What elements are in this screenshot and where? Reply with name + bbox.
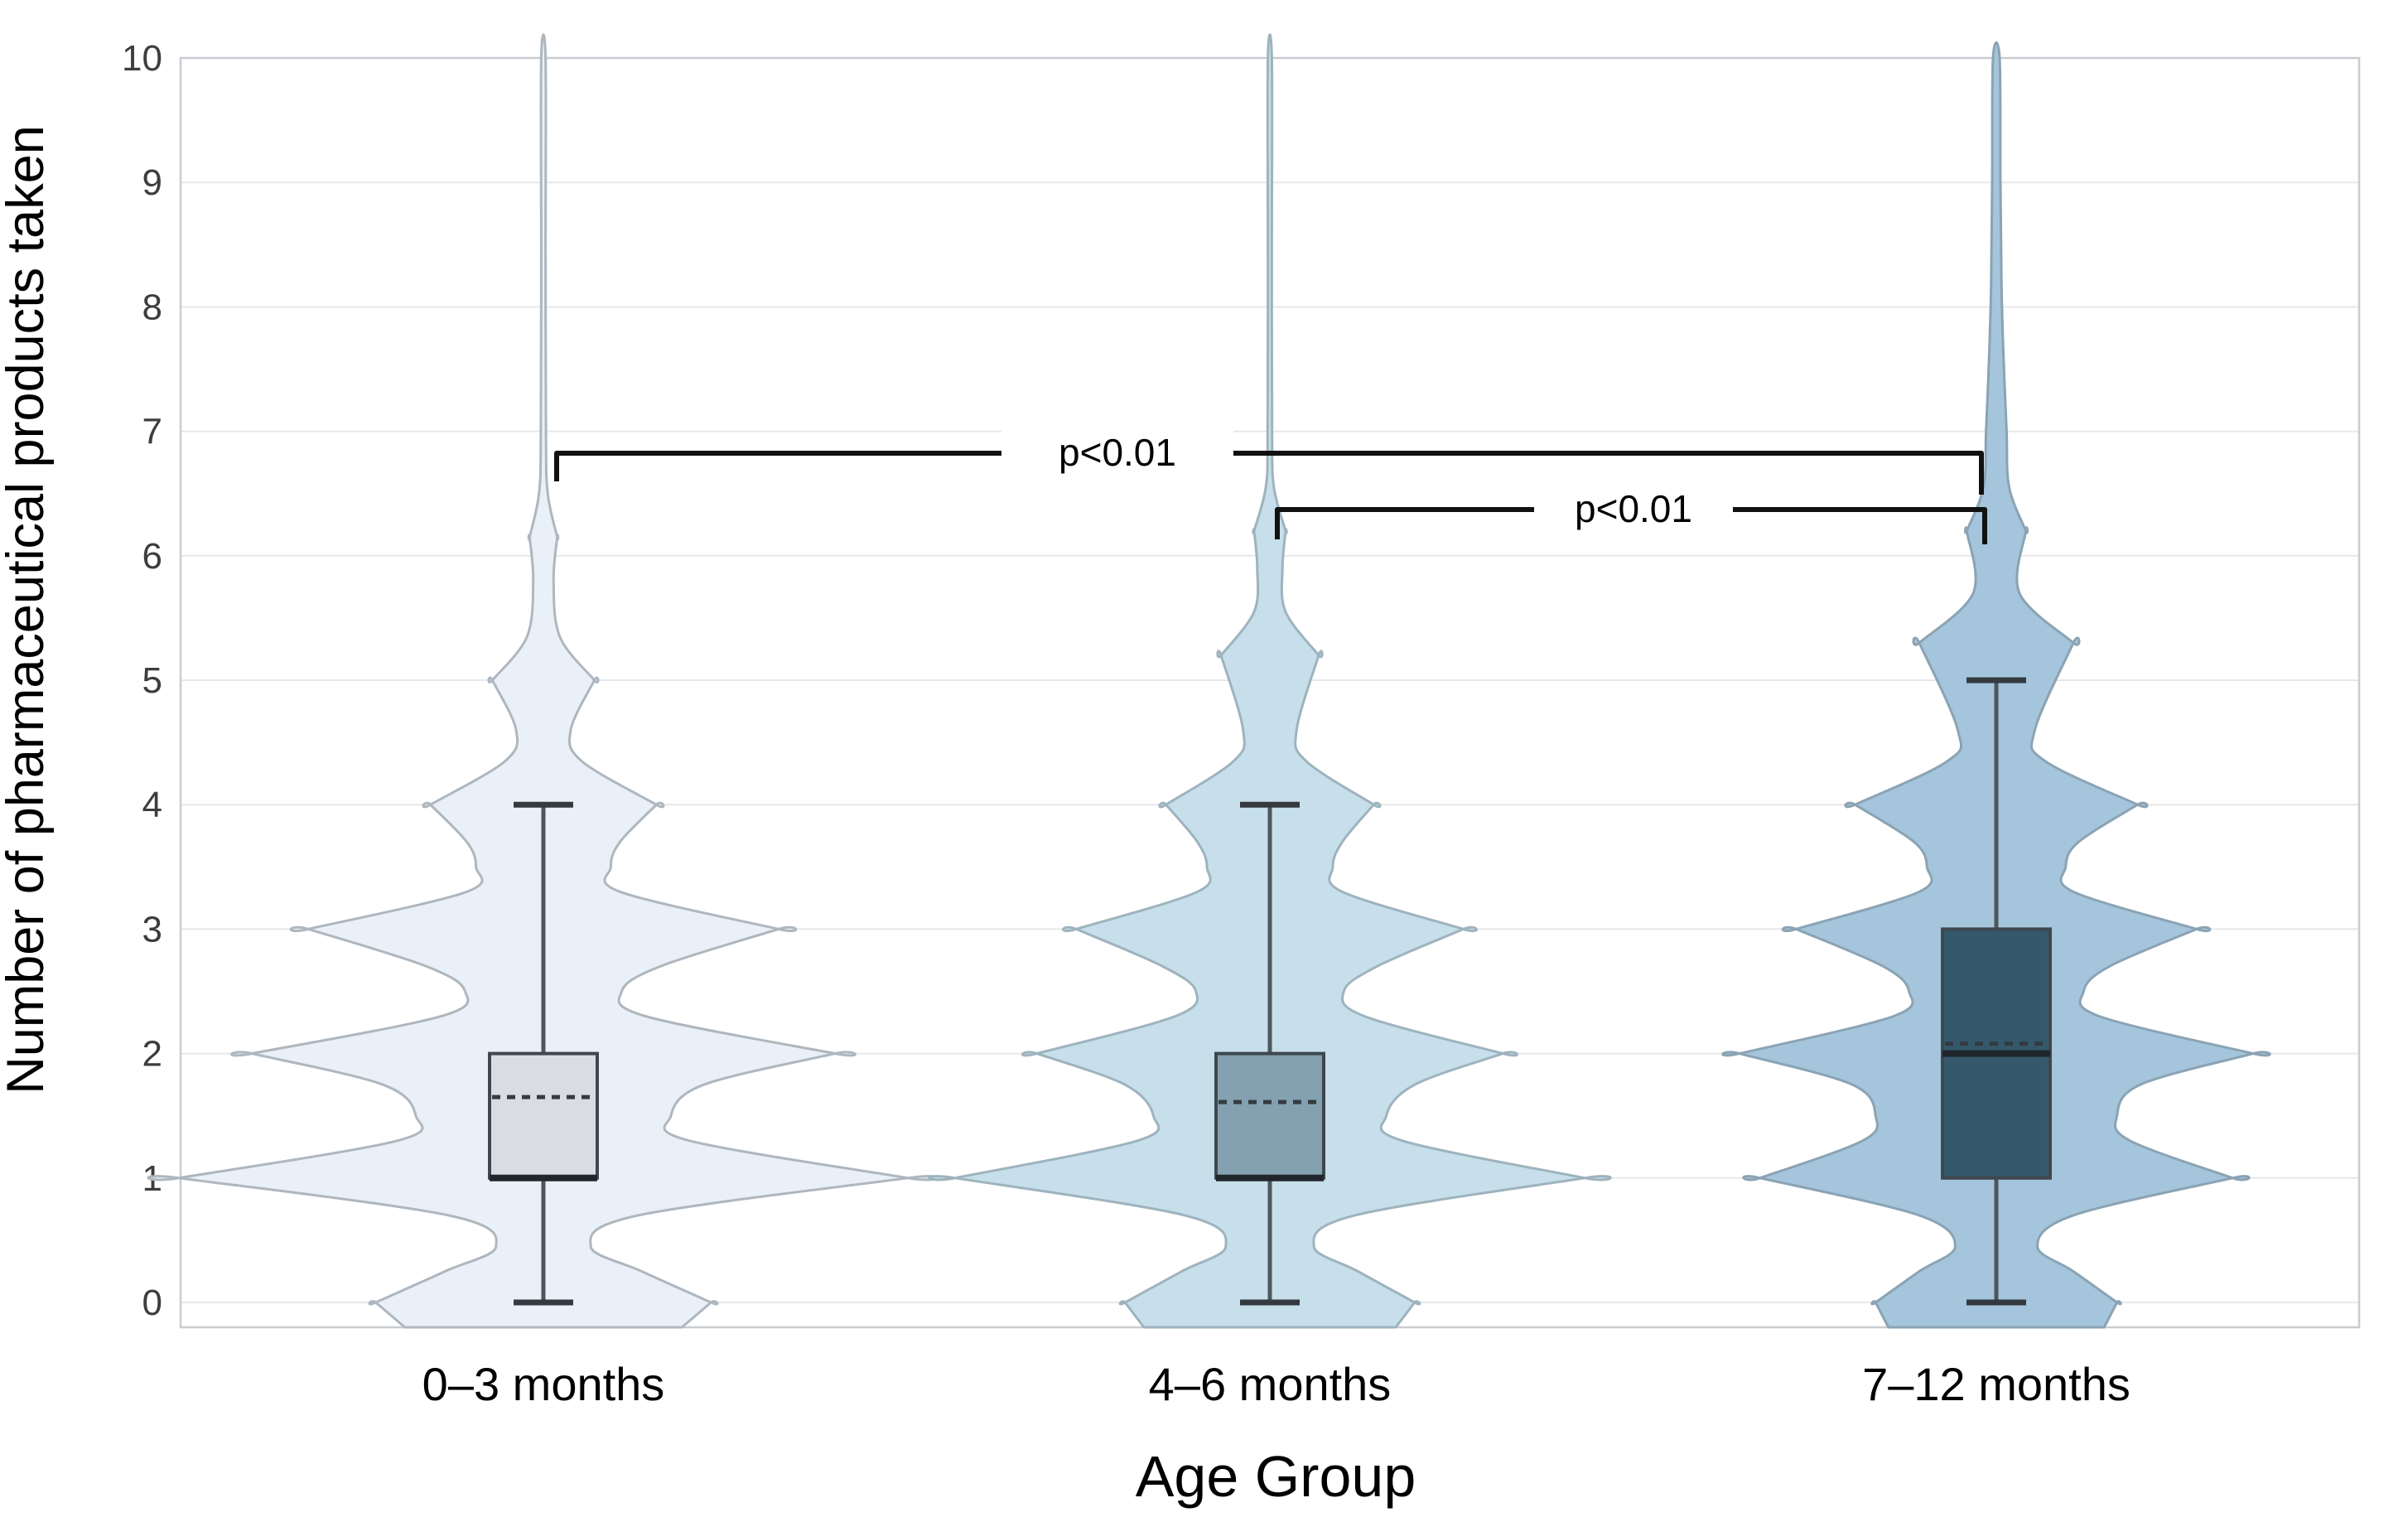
y-tick-label-5: 5 — [142, 660, 162, 701]
y-axis-title: Number of pharmaceutical products taken — [0, 125, 55, 1094]
violin-1 — [928, 33, 1612, 1329]
violin-0 — [147, 33, 940, 1329]
y-tick-label-6: 6 — [142, 536, 162, 577]
y-tick-label-10: 10 — [122, 38, 162, 79]
box-0 — [488, 1051, 599, 1180]
box-1 — [1214, 1051, 1325, 1180]
x-tick-label-7-12-months: 7–12 months — [1862, 1358, 2131, 1410]
bracket-label-gap-0 — [1001, 423, 1233, 483]
y-tick-label-8: 8 — [142, 287, 162, 327]
x-tick-label-4-6-months: 4–6 months — [1149, 1358, 1392, 1410]
y-tick-label-7: 7 — [142, 412, 162, 452]
x-axis-title: Age Group — [1136, 1444, 1416, 1509]
y-tick-label-9: 9 — [142, 162, 162, 203]
significance-label-0: p<0.01 — [1059, 431, 1176, 474]
y-tick-label-2: 2 — [142, 1034, 162, 1075]
bracket-label-gap-1 — [1534, 480, 1733, 539]
significance-bracket-0 — [554, 451, 1984, 495]
significance-label-1: p<0.01 — [1575, 487, 1692, 530]
y-tick-label-3: 3 — [142, 909, 162, 949]
y-tick-label-4: 4 — [142, 785, 162, 825]
x-tick-label-0-3-months: 0–3 months — [422, 1358, 665, 1410]
y-tick-label-0: 0 — [142, 1283, 162, 1323]
